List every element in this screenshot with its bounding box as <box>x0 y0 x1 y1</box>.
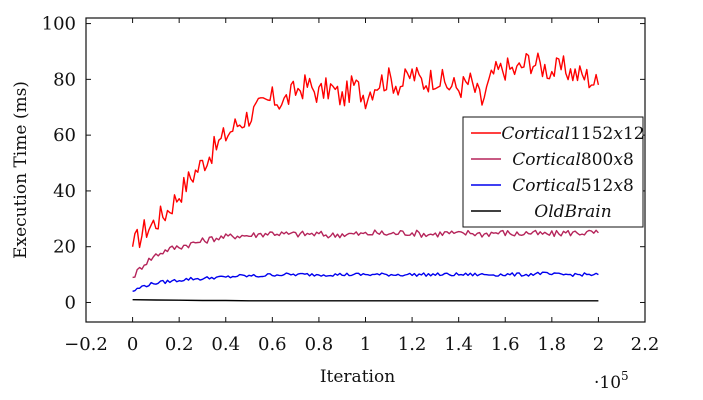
x-tick-label: 0.4 <box>211 334 240 355</box>
x-tick-label: 1.4 <box>444 334 473 355</box>
x-tick-label: 0.8 <box>305 334 334 355</box>
x-tick-label: 1.2 <box>398 334 427 355</box>
y-tick-label: 20 <box>53 237 76 258</box>
y-tick-label: 80 <box>53 69 76 90</box>
x-tick-label: 1 <box>360 334 371 355</box>
series-layer <box>131 52 600 302</box>
series-line-0 <box>131 52 600 249</box>
x-axis-multiplier-exponent: 5 <box>621 369 629 383</box>
legend-box <box>462 116 644 228</box>
series-line-2 <box>132 271 599 292</box>
y-tick-label: 0 <box>65 292 76 313</box>
axes-layer: −0.2 0 0.2 0.4 0.6 0.8 1 1.2 1.4 1.6 1.8 2 2.2 0 20 40 6… <box>42 14 660 355</box>
x-tick-label: 0.2 <box>165 334 194 355</box>
x-tick-label: 0.6 <box>258 334 287 355</box>
x-tick-label: 1.8 <box>538 334 567 355</box>
x-axis-label: Iteration <box>320 367 395 387</box>
x-axis-multiplier-base: ·10 <box>594 373 621 393</box>
x-tick-label: 2.2 <box>631 334 660 355</box>
legend-label: OldBrain <box>534 202 611 222</box>
y-tick-label: 40 <box>53 181 76 202</box>
x-tick-label: 0 <box>127 334 138 355</box>
x-axis-multiplier: ·105 <box>594 369 629 393</box>
x-tick-label: 1.6 <box>491 334 520 355</box>
legend-label: Cortical1152x12 <box>501 124 644 144</box>
series-line-1 <box>132 229 599 279</box>
legend: Cortical1152x12 Cortical800x8 Cortical512x… <box>462 116 645 228</box>
y-tick-label: 100 <box>42 14 76 35</box>
legend-label: Cortical512x8 <box>512 176 634 196</box>
y-tick-label: 60 <box>53 125 76 146</box>
x-tick-label: −0.2 <box>64 334 108 355</box>
legend-label: Cortical800x8 <box>512 150 634 170</box>
series-line-3 <box>132 299 599 302</box>
x-tick-label: 2 <box>593 334 604 355</box>
y-axis-label: Execution Time (ms) <box>11 81 31 259</box>
